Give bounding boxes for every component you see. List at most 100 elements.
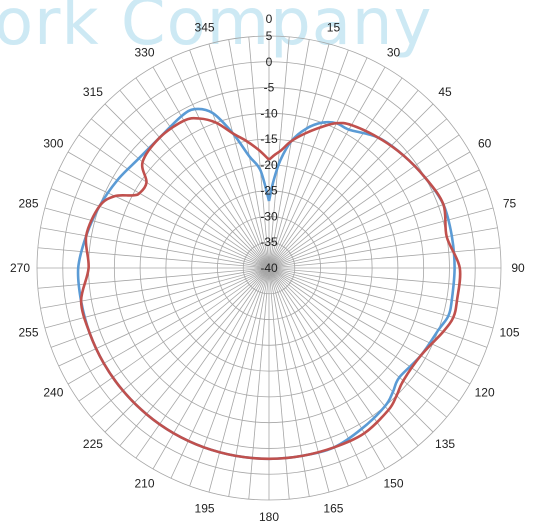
grid-ring [217, 216, 321, 320]
grid-spoke [268, 267, 498, 309]
angle-tick-label: 225 [83, 437, 103, 451]
grid-spoke [37, 247, 270, 269]
angle-tick-label: 210 [134, 477, 154, 491]
grid-spoke [268, 151, 471, 269]
grid-spoke [268, 267, 447, 418]
grid-spoke [268, 90, 419, 269]
grid-spoke [44, 267, 270, 329]
grid-spoke [67, 151, 270, 269]
grid-ring [139, 138, 399, 398]
grid-spoke [268, 267, 460, 402]
grid-spoke [268, 267, 368, 479]
grid-spoke [268, 267, 494, 329]
grid-spoke [50, 188, 270, 269]
grid-ring [62, 61, 476, 475]
angle-tick-label: 165 [323, 502, 343, 516]
grid-spoke [268, 267, 501, 289]
grid-spoke [119, 90, 270, 269]
radial-tick-label: -20 [260, 158, 278, 172]
series-layer [76, 107, 462, 461]
angle-tick-label: 75 [503, 197, 517, 211]
grid-ring [36, 35, 502, 501]
grid-spoke [268, 267, 290, 500]
grid-ring [191, 190, 347, 346]
angle-tick-label: 60 [478, 137, 492, 151]
radial-tick-label: -25 [260, 184, 278, 198]
grid-spoke [268, 77, 403, 269]
grid-spoke [268, 188, 488, 269]
grid-spoke [268, 267, 403, 459]
grid-spoke [268, 247, 501, 269]
grid-spoke [268, 267, 310, 497]
grid-spoke [40, 267, 270, 309]
radial-tick-label: -10 [260, 106, 278, 120]
grid-spoke [170, 267, 270, 479]
angle-tick-label: 0 [266, 12, 273, 26]
grid-spoke [189, 49, 270, 269]
grid-spoke [268, 39, 310, 269]
radial-tick-labels: 5 0 -5 -10 -15 -20 -25 -30 -35 -40 [260, 29, 278, 275]
grid-spoke [268, 169, 480, 269]
angle-tick-label: 120 [475, 386, 495, 400]
grid [36, 35, 502, 501]
angle-tick-label: 150 [383, 477, 403, 491]
grid-spoke [135, 267, 270, 459]
grid-spoke [208, 43, 270, 269]
angle-tick-label: 30 [387, 45, 401, 59]
grid-spoke [119, 267, 270, 446]
grid-spoke [104, 103, 270, 269]
grid-spoke [268, 66, 386, 269]
angle-tick-label: 45 [438, 85, 452, 99]
angle-tick-label: 15 [327, 20, 341, 34]
grid-spoke [44, 207, 270, 269]
angle-tick-label: 240 [43, 386, 63, 400]
grid-spoke [268, 267, 480, 367]
grid-spoke [67, 267, 270, 385]
grid-spoke [91, 118, 270, 269]
grid-spoke [189, 267, 270, 487]
grid-spoke [268, 267, 434, 433]
radial-tick-label: -5 [264, 81, 275, 95]
grid-spoke [152, 267, 270, 470]
radial-tick-label: 5 [266, 29, 273, 43]
angle-tick-label: 315 [83, 85, 103, 99]
grid-ring [113, 112, 425, 424]
angular-tick-labels: 0 15 30 45 60 75 90 105 120 135 150 165 180 195 210 225… [10, 12, 525, 524]
radial-tick-label: 0 [266, 55, 273, 69]
series-line-2 [79, 116, 462, 461]
grid-ring [165, 164, 373, 372]
grid-spoke [152, 66, 270, 269]
grid-spoke [268, 134, 460, 269]
grid-spoke [228, 267, 270, 497]
grid-spoke [268, 227, 498, 269]
grid-spoke [37, 267, 270, 289]
grid-spoke [78, 134, 270, 269]
angle-tick-label: 195 [195, 502, 215, 516]
radial-tick-label: -35 [260, 235, 278, 249]
angle-tick-label: 180 [259, 510, 279, 524]
grid-spoke [268, 207, 494, 269]
grid-spoke [78, 267, 270, 402]
grid-spoke [170, 57, 270, 269]
radial-tick-label: -15 [260, 132, 278, 146]
angle-tick-label: 300 [43, 137, 63, 151]
grid-spoke [268, 267, 471, 385]
angle-tick-label: 285 [18, 197, 38, 211]
angle-tick-label: 345 [195, 20, 215, 34]
grid-spoke [268, 267, 349, 487]
radial-tick-label: -30 [260, 209, 278, 223]
grid-spoke [268, 267, 330, 493]
grid-spoke [104, 267, 270, 433]
grid-spoke [248, 267, 270, 500]
grid-spoke [268, 267, 386, 470]
grid-spoke [268, 267, 488, 348]
grid-spoke [208, 267, 270, 493]
grid-spoke [248, 36, 270, 269]
grid-spoke [58, 267, 270, 367]
grid-spoke [268, 57, 368, 269]
grid-spoke [91, 267, 270, 418]
grid-spoke [268, 267, 419, 446]
grid-spoke [58, 169, 270, 269]
grid-spoke [268, 103, 434, 269]
